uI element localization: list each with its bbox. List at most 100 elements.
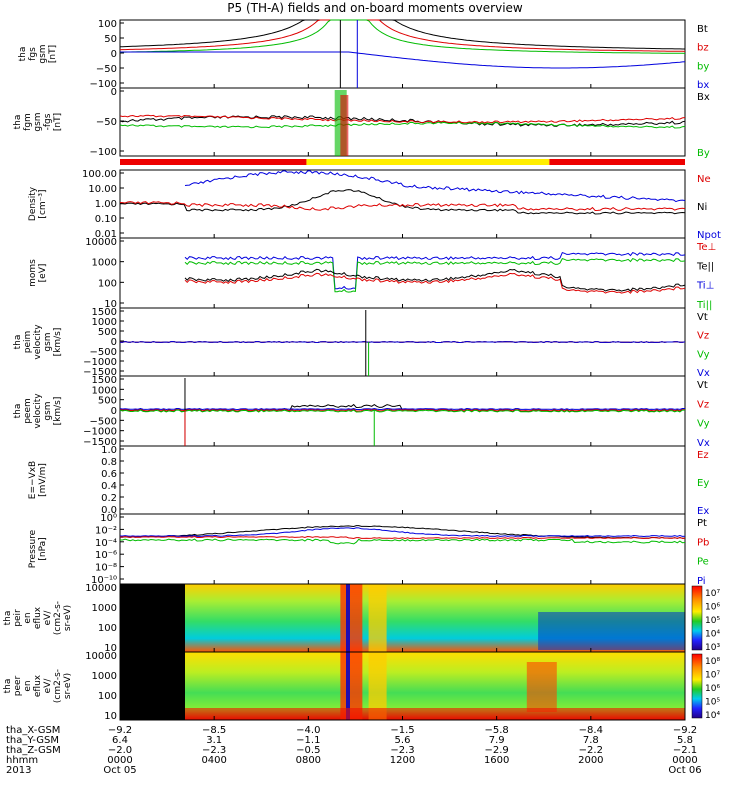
fgm_gsm-ylabel: [nT]: [53, 113, 63, 131]
xaxis-tick-label: −9.2: [108, 725, 132, 736]
fgs_gsm-legend-bz: bz: [697, 43, 709, 54]
xaxis-tick-label: −2.0: [108, 745, 132, 756]
peir_en_eflux-colorbar-tick: 10⁴: [705, 630, 720, 640]
pe-line: [120, 538, 686, 545]
peem_velocity-ytick-label: 1000: [92, 385, 117, 396]
peim_velocity-ytick-label: 500: [98, 327, 117, 338]
peer_en_eflux-ylabel: tha: [3, 679, 13, 694]
chart-title: P5 (TH-A) fields and on-board moments ov…: [227, 1, 523, 15]
by-line: [120, 19, 686, 54]
fgs_gsm-frame: [119, 19, 686, 89]
xaxis-tick-label: −2.3: [202, 745, 226, 756]
temperature-legend-Ti⊥: Ti⊥: [696, 281, 714, 292]
peir_en_eflux-colorbar-tick: 10⁷: [705, 589, 720, 599]
temperature-legend-Ti||: Ti||: [696, 300, 712, 311]
peir_en_eflux-ylabel: peir: [13, 609, 23, 627]
peem_velocity-ytick-label: −1000: [83, 427, 117, 438]
pt-line: [119, 525, 686, 539]
xaxis-tick-label: −2.3: [390, 745, 414, 756]
peer_en_eflux-ylabel: eV/: [43, 678, 53, 694]
bz-line: [119, 19, 686, 52]
temperature-legend-Te||: Te||: [696, 261, 714, 272]
xaxis-tick-label: 5.6: [395, 735, 411, 746]
peer_en_eflux-nodata: [120, 652, 185, 720]
peir_en_eflux-ytick-label: 10: [104, 643, 117, 654]
xaxis-row-label: tha_Z-GSM: [6, 745, 61, 756]
peer_en_eflux-ylabel: en: [23, 680, 33, 691]
fgs_gsm-ytick-label: −100: [90, 79, 117, 90]
xaxis-tick-label: −2.2: [579, 745, 603, 756]
peer_en_eflux-band-inner: [340, 652, 363, 720]
efield-ytick-label: 0.8: [101, 457, 117, 468]
xaxis-tick-label: −2.1: [673, 745, 697, 756]
peem_velocity-ylabel: tha: [13, 404, 23, 419]
peir_en_eflux-ylabel: sr-eV): [63, 605, 73, 631]
peer_en_eflux-ytick-label: 1000: [92, 671, 117, 682]
density-ylabel: [cm⁻³]: [38, 189, 48, 218]
temperature-ylabel: [eV]: [38, 264, 48, 283]
fgs_gsm-ylabel: [nT]: [48, 45, 58, 63]
bx-line: [120, 51, 686, 69]
diff-spike-red: [340, 95, 349, 156]
efield-legend-Ex: Ex: [697, 506, 709, 517]
pressure-ytick-label: 10⁻⁸: [95, 563, 117, 574]
peim_velocity-legend-Vt: Vt: [697, 312, 708, 323]
xaxis-tick-label: −5.8: [485, 725, 509, 736]
tipar-line: [184, 257, 686, 293]
xaxis-tick-label: Oct 06: [668, 765, 701, 776]
fgm_gsm-legend-Bx: Bx: [697, 92, 710, 103]
fgm_gsm-ylabel: -fgs: [43, 113, 53, 130]
temperature-ytick-label: 10: [104, 299, 117, 310]
peem_velocity-ytick-label: −1500: [83, 437, 117, 448]
peir_en_eflux-ytick-label: 10000: [85, 583, 117, 594]
xaxis-tick-label: 7.8: [583, 735, 599, 746]
peir_en_eflux-band-inner: [340, 584, 363, 652]
temperature-frame: [119, 237, 686, 309]
mode-bar-slow2: [549, 159, 685, 165]
fgm_gsm-ylabel: tha: [13, 115, 23, 130]
peem_velocity-ytick-label: 1500: [92, 375, 117, 386]
fgs_gsm-legend-by: by: [697, 61, 709, 72]
temperature-ylabel: moms: [28, 259, 38, 287]
peir_en_eflux-band-core: [346, 584, 350, 652]
peir_en_eflux-ylabel: tha: [3, 611, 13, 626]
xaxis-tick-label: 1200: [390, 755, 415, 766]
pressure-ytick-label: 10⁻⁴: [95, 538, 117, 549]
xaxis-tick-label: −8.4: [579, 725, 603, 736]
density-ytick-label: 0.01: [95, 229, 117, 240]
density-ytick-label: 0.10: [95, 214, 117, 225]
xaxis-tick-label: 2000: [578, 755, 603, 766]
peir_en_eflux-colorbar-tick: 10³: [705, 643, 720, 653]
xaxis-tick-label: 0000: [672, 755, 697, 766]
xaxis-tick-label: −2.9: [485, 745, 509, 756]
xaxis-tick-label: −0.5: [296, 745, 320, 756]
fgs_gsm-legend-bx: bx: [697, 80, 709, 91]
bx-diff-line: [119, 115, 686, 128]
peer_en_eflux-colorbar: [691, 653, 703, 719]
peir_en_eflux-ylabel: eV/: [43, 610, 53, 626]
peir_en_eflux-ytick-label: 100: [98, 623, 117, 634]
peim_velocity-ytick-label: 1000: [92, 317, 117, 328]
density-legend-Ne: Ne: [697, 174, 711, 185]
tepar-line: [184, 268, 686, 292]
pressure-ylabel: Pressure: [28, 529, 38, 568]
peem_velocity-ylabel: peem: [23, 398, 33, 424]
peer_en_eflux-colorbar-tick: 10⁶: [705, 684, 720, 694]
pb-line: [120, 535, 686, 540]
xaxis-tick-label: −9.2: [673, 725, 697, 736]
peir_en_eflux-colorbar-tick: 10⁵: [705, 616, 720, 626]
teperp-line: [184, 272, 686, 294]
efield-ytick-label: 1.0: [101, 445, 117, 456]
density-ytick-label: 10.00: [88, 184, 117, 195]
xaxis-row-label: 2013: [6, 765, 31, 776]
pressure-ylabel: [nPa]: [38, 537, 48, 560]
xaxis-row-label: tha_Y-GSM: [6, 735, 59, 746]
npot-line: [184, 170, 686, 203]
xaxis-tick-label: 5.8: [677, 735, 693, 746]
peem_velocity-legend-Vz: Vz: [697, 399, 709, 410]
xaxis-tick-label: −4.0: [296, 725, 320, 736]
peim_velocity-ylabel: [km/s]: [53, 328, 63, 357]
peem_velocity-ylabel: velocity: [33, 393, 43, 429]
xaxis-tick-label: 3.1: [206, 735, 222, 746]
xaxis-tick-label: Oct 05: [103, 765, 136, 776]
